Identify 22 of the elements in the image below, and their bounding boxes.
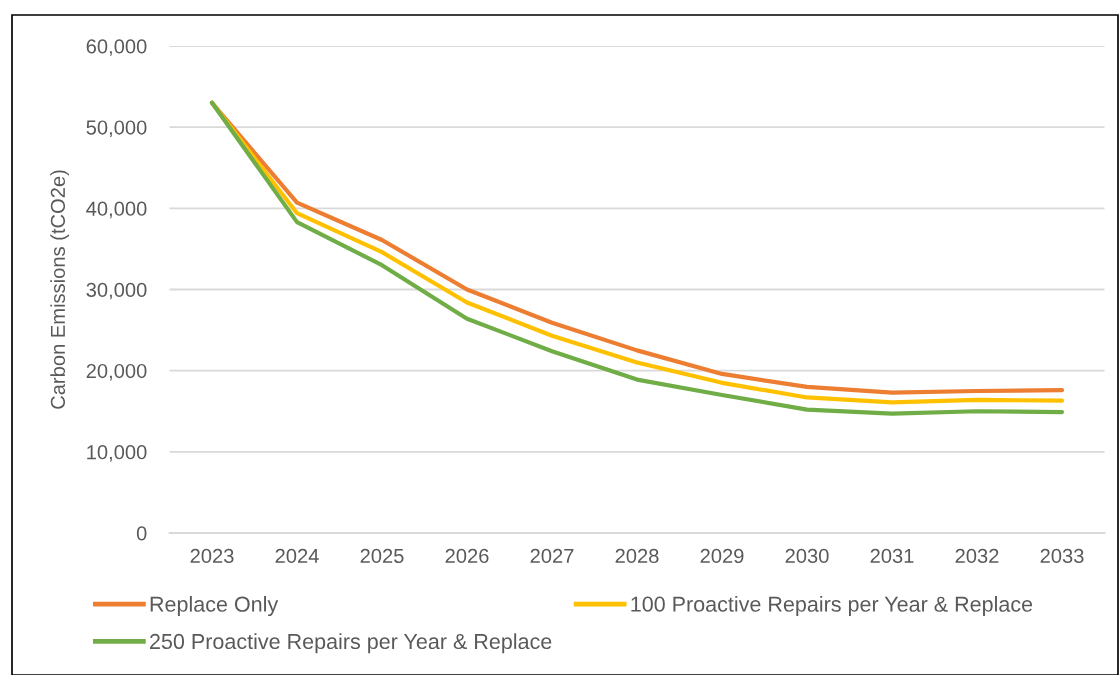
x-tick-label: 2026 bbox=[445, 548, 489, 564]
y-axis-title: Carbon Emissions (tCO2e) bbox=[50, 170, 70, 409]
x-tick-label: 2030 bbox=[785, 548, 829, 564]
x-tick-label: 2033 bbox=[1040, 548, 1084, 564]
legend-label: 250 Proactive Repairs per Year & Replace bbox=[150, 633, 552, 654]
x-tick-label: 2023 bbox=[190, 548, 234, 564]
legend-label: 100 Proactive Repairs per Year & Replace bbox=[631, 596, 1033, 617]
y-tick-label: 10,000 bbox=[87, 445, 147, 462]
x-tick-label: 2031 bbox=[870, 548, 914, 564]
x-tick-label: 2027 bbox=[530, 548, 574, 564]
x-tick-label: 2025 bbox=[360, 548, 404, 564]
x-tick-label: 2028 bbox=[615, 548, 659, 564]
y-tick-label: 60,000 bbox=[86, 39, 147, 56]
y-tick-label: 0 bbox=[136, 526, 147, 541]
y-tick-label: 30,000 bbox=[86, 282, 147, 300]
x-tick-label: 2032 bbox=[955, 548, 999, 564]
x-tick-label: 2024 bbox=[275, 548, 319, 564]
y-tick-label: 40,000 bbox=[86, 201, 147, 219]
y-tick-label: 20,000 bbox=[86, 363, 147, 381]
y-tick-label: 50,000 bbox=[86, 120, 147, 138]
x-tick-label: 2029 bbox=[700, 548, 744, 564]
legend-label: Replace Only bbox=[150, 596, 279, 617]
